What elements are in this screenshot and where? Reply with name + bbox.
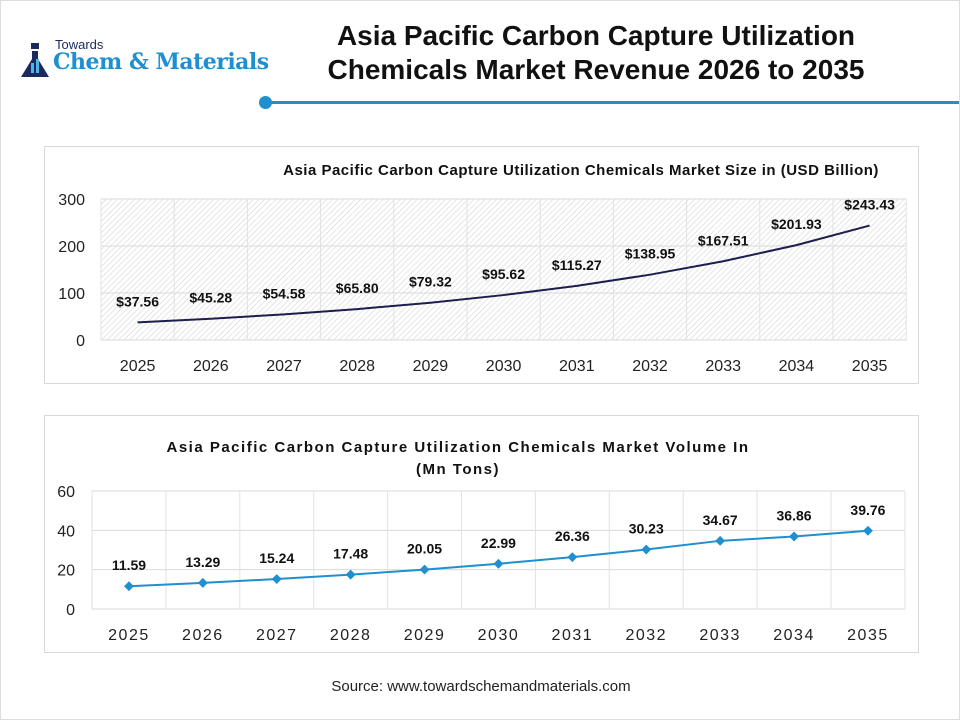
data-label: 11.59: [112, 557, 146, 573]
chart-title: Asia Pacific Carbon Capture Utilization …: [283, 162, 879, 179]
x-tick-label: 2026: [182, 627, 224, 644]
x-tick-label: 2030: [486, 358, 522, 375]
x-tick-label: 2029: [404, 627, 446, 644]
y-tick-label: 100: [58, 286, 85, 303]
data-point: [271, 574, 282, 584]
data-label: 36.86: [777, 508, 812, 524]
data-point: [493, 558, 504, 569]
data-label: $37.56: [116, 293, 159, 309]
x-tick-label: 2025: [120, 358, 156, 375]
data-label: $79.32: [409, 274, 452, 290]
data-point: [419, 564, 430, 575]
chart-title: Asia Pacific Carbon Capture Utilization …: [166, 439, 749, 456]
data-point: [715, 535, 726, 546]
revenue-chart-panel: 0 100 200 300 2025 2026 2027 2028 2029 2030 2031 20…: [44, 146, 919, 384]
data-label: $167.51: [698, 232, 749, 248]
data-label: 39.76: [850, 502, 885, 518]
data-label: 30.23: [629, 521, 664, 537]
logo-line2: Chem & Materials: [53, 49, 269, 75]
data-point: [789, 531, 799, 542]
data-label: 15.24: [259, 550, 294, 566]
y-tick-label: 200: [58, 239, 85, 256]
data-point: [197, 577, 208, 588]
data-label: $243.43: [844, 197, 895, 213]
x-tick-label: 2031: [552, 627, 594, 644]
y-tick-label: 20: [57, 563, 75, 580]
x-tick-label: 2030: [478, 627, 520, 644]
data-label: $201.93: [771, 216, 822, 232]
x-tick-label: 2031: [559, 358, 595, 375]
chart-title: (Mn Tons): [416, 461, 500, 478]
volume-chart-panel: 0 20 40 60 2025 2026 2027 2028 2029 2030 2031 2032 2…: [44, 415, 919, 653]
data-point: [567, 552, 578, 563]
data-label: $45.28: [189, 290, 232, 306]
x-tick-label: 2034: [779, 358, 815, 375]
series-line: [137, 224, 870, 324]
x-tick-label: 2032: [625, 627, 667, 644]
x-tick-label: 2029: [413, 358, 449, 375]
revenue-chart: 0 100 200 300 2025 2026 2027 2028 2029 2030 2031 20…: [58, 162, 907, 375]
title-rule: [266, 101, 959, 104]
logo-line1: Towards: [55, 37, 104, 52]
y-tick-label: 60: [57, 484, 75, 501]
y-tick-label: 300: [58, 192, 85, 209]
data-label: 26.36: [555, 528, 590, 544]
x-tick-label: 2025: [108, 627, 150, 644]
page-title: Asia Pacific Carbon Capture Utilization …: [327, 20, 865, 85]
flask-icon: [21, 43, 49, 77]
data-point: [345, 569, 356, 580]
x-tick-label: 2028: [339, 358, 375, 375]
x-tick-label: 2027: [266, 358, 302, 375]
data-label: $95.62: [482, 266, 525, 282]
data-label: $115.27: [552, 257, 602, 273]
y-tick-label: 0: [66, 602, 75, 619]
x-tick-label: 2033: [699, 627, 741, 644]
y-tick-label: 0: [76, 333, 85, 350]
x-tick-label: 2033: [705, 358, 741, 375]
x-tick-label: 2027: [256, 627, 298, 644]
x-tick-label: 2035: [852, 358, 888, 375]
data-point: [641, 544, 652, 555]
data-label: 17.48: [333, 546, 368, 562]
x-tick-label: 2034: [773, 627, 815, 644]
data-label: 13.29: [185, 554, 220, 570]
data-label: $138.95: [625, 246, 676, 262]
data-label: $65.80: [336, 280, 379, 296]
y-tick-label: 40: [57, 523, 75, 540]
data-label: 22.99: [481, 535, 516, 551]
data-label: $54.58: [263, 285, 306, 301]
data-label: 34.67: [703, 512, 738, 528]
x-tick-label: 2026: [193, 358, 229, 375]
volume-chart: 0 20 40 60 2025 2026 2027 2028 2029 2030 2031 2032 2…: [57, 439, 906, 644]
x-tick-label: 2028: [330, 627, 372, 644]
rule-dot: [259, 96, 272, 109]
data-point: [124, 581, 134, 592]
data-point: [863, 525, 873, 536]
x-tick-label: 2032: [632, 358, 668, 375]
source-note: Source: www.towardschemandmaterials.com: [331, 678, 631, 695]
x-tick-label: 2035: [847, 627, 889, 644]
data-label: 20.05: [407, 541, 442, 557]
